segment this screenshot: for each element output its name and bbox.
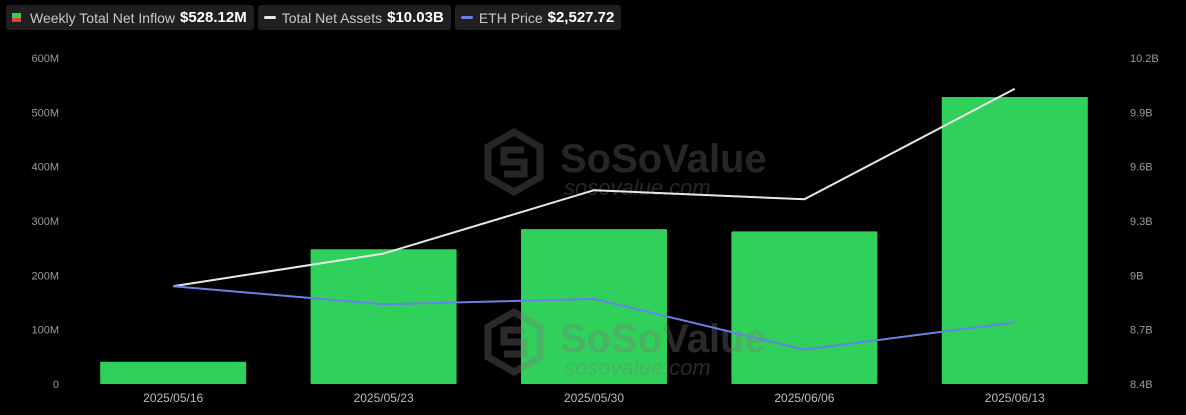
line-eth-price [173, 285, 1015, 351]
y-axis-right: 8.4B 8.7B 9B 9.3B 9.6B 9.9B 10.2B [1130, 53, 1159, 391]
bar [100, 361, 247, 384]
y-left-tick-label: 200M [31, 270, 59, 282]
x-tick-label: 2025/05/16 [143, 391, 203, 405]
logo-s-mark [500, 326, 528, 358]
legend-value: $2,527.72 [547, 9, 615, 26]
watermark-brand: SoSoValue [560, 317, 767, 361]
bar [310, 249, 457, 384]
legend-label: Total Net Assets [281, 9, 383, 26]
line-total-net-assets [173, 87, 1016, 288]
x-tick-label: 2025/05/23 [354, 391, 414, 405]
y-right-tick-label: 9.9B [1130, 107, 1153, 119]
legend-item-net-inflow[interactable]: Weekly Total Net Inflow $528.12M [6, 5, 254, 30]
legend-label: Weekly Total Net Inflow [30, 9, 175, 26]
line-series [173, 87, 1016, 351]
x-tick-label: 2025/05/30 [564, 391, 624, 405]
line-swatch-icon [263, 16, 276, 19]
y-left-tick-label: 600M [31, 53, 59, 65]
watermark-url: sosovalue.com [564, 175, 711, 200]
legend-item-total-net-assets[interactable]: Total Net Assets $10.03B [257, 5, 451, 30]
legend-label: ETH Price [478, 9, 543, 26]
watermark-brand: SoSoValue [560, 137, 767, 181]
legend-value: $10.03B [387, 9, 444, 26]
y-left-tick-label: 100M [31, 325, 59, 337]
x-tick-label: 2025/06/13 [985, 391, 1045, 405]
y-right-tick-label: 10.2B [1130, 53, 1159, 65]
y-right-tick-label: 8.7B [1130, 325, 1153, 337]
bar-swatch-icon [12, 13, 21, 22]
y-right-tick-label: 8.4B [1130, 379, 1153, 391]
legend: Weekly Total Net Inflow $528.12M Total N… [6, 5, 622, 30]
logo-hexagon [484, 127, 544, 197]
y-axis-left: 0 100M 200M 300M 400M 500M 600M [31, 53, 59, 391]
y-right-tick-label: 9.6B [1130, 162, 1153, 174]
y-right-tick-label: 9.3B [1130, 216, 1153, 228]
x-tick-label: 2025/06/06 [774, 391, 834, 405]
watermark-url: sosovalue.com [564, 355, 711, 380]
y-right-tick-label: 9B [1130, 270, 1143, 282]
y-left-tick-label: 0 [53, 379, 59, 391]
line-swatch-icon [460, 16, 473, 19]
bar [521, 229, 667, 384]
bar [731, 231, 878, 384]
logo-s-mark [500, 146, 528, 178]
y-left-tick-label: 300M [31, 216, 59, 228]
legend-value: $528.12M [180, 9, 247, 26]
bar [941, 97, 1088, 384]
legend-item-eth-price[interactable]: ETH Price $2,527.72 [454, 5, 622, 30]
y-left-tick-label: 400M [31, 162, 59, 174]
logo-hexagon [484, 307, 544, 377]
y-left-tick-label: 500M [31, 107, 59, 119]
x-axis: 2025/05/16 2025/05/23 2025/05/30 2025/06/06… [143, 391, 1045, 405]
